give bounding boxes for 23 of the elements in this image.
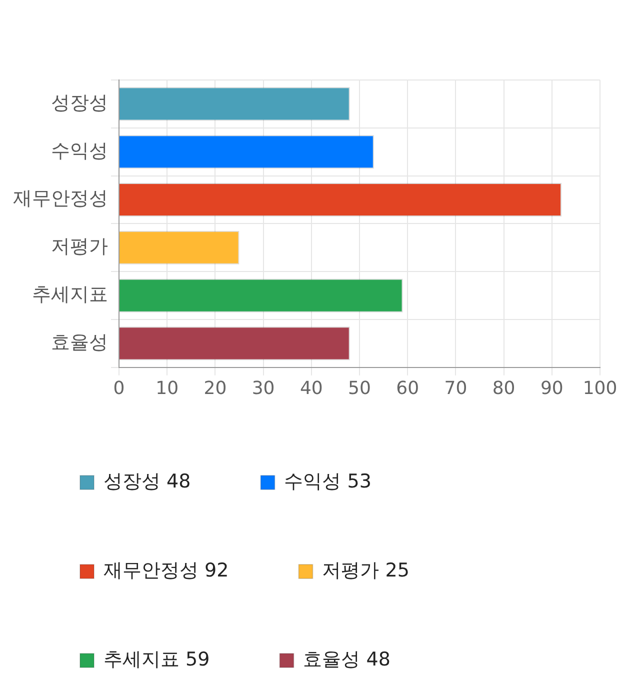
x-tick-label: 10 [156,378,179,399]
x-tick-label: 20 [204,378,227,399]
legend-label: 재무안정성 92 [104,559,229,582]
y-tick-label: 수익성 [51,140,108,162]
x-tick-label: 50 [348,378,371,399]
legend-label: 추세지표 59 [104,648,210,670]
x-tick-label: 30 [252,378,275,399]
x-tick-label: 70 [444,378,468,399]
y-tick-label: 효율성 [51,331,108,354]
x-tick-label: 90 [540,378,564,399]
x-tick-label: 0 [113,378,125,399]
x-tick-label: 60 [396,378,420,399]
legend-label: 수익성 53 [284,470,372,492]
y-tick-label: 재무안정성 [13,188,108,210]
x-tick-label: 40 [300,378,323,399]
x-tick-label: 100 [582,378,618,399]
legend-label: 효율성 48 [303,648,390,670]
y-tick-label: 추세지표 [32,283,108,306]
legend-label: 성장성 48 [104,470,191,492]
x-tick-label: 80 [492,378,516,399]
legend-label: 저평가 25 [322,559,410,582]
y-tick-label: 성장성 [51,92,108,114]
y-tick-label: 저평가 [51,236,108,258]
